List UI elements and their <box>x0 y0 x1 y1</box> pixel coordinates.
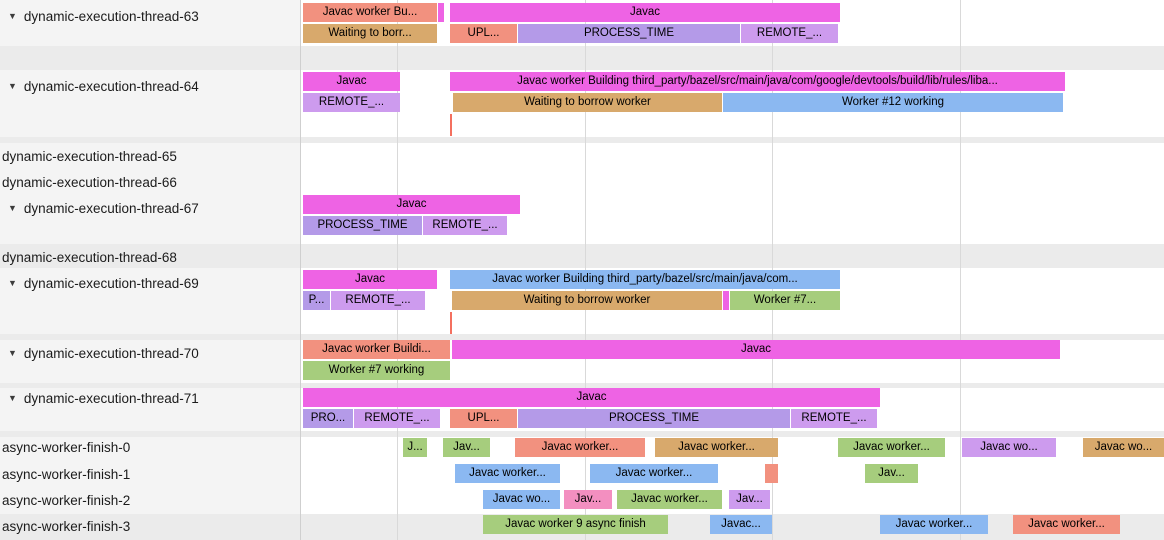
trace-slice[interactable]: Javac worker... <box>880 515 988 534</box>
trace-slice[interactable]: Javac worker... <box>515 438 645 457</box>
trace-slice[interactable]: Javac worker... <box>838 438 945 457</box>
instant-tick[interactable] <box>450 312 452 334</box>
collapse-triangle-icon[interactable]: ▼ <box>8 11 17 21</box>
collapse-triangle-icon[interactable]: ▼ <box>8 81 17 91</box>
trace-slice[interactable]: Javac worker... <box>590 464 718 483</box>
row-band <box>0 431 1164 437</box>
trace-slice[interactable]: Javac worker... <box>1013 515 1120 534</box>
trace-slice[interactable]: Javac <box>452 340 1060 359</box>
trace-slice[interactable] <box>723 291 729 310</box>
thread-label: dynamic-execution-thread-64 <box>23 78 199 94</box>
thread-label: async-worker-finish-1 <box>2 466 131 482</box>
trace-slice[interactable]: Javac worker Buildi... <box>303 340 450 359</box>
thread-label: dynamic-execution-thread-71 <box>23 390 199 406</box>
thread-label-row: dynamic-execution-thread-66 <box>2 172 177 192</box>
thread-label-row: async-worker-finish-0 <box>2 437 130 457</box>
trace-slice[interactable]: Jav... <box>729 490 770 509</box>
thread-label: dynamic-execution-thread-66 <box>2 174 177 190</box>
trace-slice[interactable]: J... <box>403 438 427 457</box>
row-band <box>0 46 1164 70</box>
trace-slice[interactable]: Jav... <box>564 490 612 509</box>
trace-slice[interactable]: PROCESS_TIME <box>518 409 790 428</box>
trace-slice[interactable]: Jav... <box>865 464 918 483</box>
thread-label-row[interactable]: ▼ dynamic-execution-thread-63 <box>8 6 199 26</box>
trace-slice[interactable]: REMOTE_... <box>331 291 425 310</box>
trace-slice[interactable]: UPL... <box>450 24 517 43</box>
time-gridline <box>960 0 961 540</box>
trace-slice[interactable]: Waiting to borrow worker <box>453 93 722 112</box>
trace-slice[interactable]: P... <box>303 291 330 310</box>
instant-tick[interactable] <box>450 114 452 136</box>
thread-label-row[interactable]: ▼ dynamic-execution-thread-67 <box>8 198 199 218</box>
trace-slice[interactable] <box>765 464 778 483</box>
thread-label: async-worker-finish-3 <box>2 518 131 534</box>
row-band <box>0 383 1164 388</box>
trace-slice[interactable]: Javac wo... <box>962 438 1056 457</box>
trace-slice[interactable]: PROCESS_TIME <box>303 216 422 235</box>
trace-slice[interactable]: REMOTE_... <box>791 409 877 428</box>
trace-slice[interactable]: Waiting to borrow worker <box>452 291 722 310</box>
thread-label-row: async-worker-finish-3 <box>2 516 130 536</box>
thread-label-row[interactable]: ▼ dynamic-execution-thread-70 <box>8 343 199 363</box>
row-band <box>0 334 1164 340</box>
trace-slice[interactable]: Worker #7... <box>730 291 840 310</box>
trace-slice[interactable]: Jav... <box>443 438 490 457</box>
trace-slice[interactable]: REMOTE_... <box>741 24 838 43</box>
trace-slice[interactable]: REMOTE_... <box>423 216 507 235</box>
collapse-triangle-icon[interactable]: ▼ <box>8 278 17 288</box>
trace-slice[interactable]: Javac <box>303 195 520 214</box>
thread-label-row[interactable]: ▼ dynamic-execution-thread-71 <box>8 388 199 408</box>
trace-slice[interactable]: REMOTE_... <box>354 409 440 428</box>
thread-label-row: async-worker-finish-2 <box>2 490 130 510</box>
trace-slice[interactable]: REMOTE_... <box>303 93 400 112</box>
thread-label: dynamic-execution-thread-70 <box>23 345 199 361</box>
thread-label-row[interactable]: ▼ dynamic-execution-thread-69 <box>8 273 199 293</box>
trace-slice[interactable]: Javac... <box>710 515 772 534</box>
trace-slice[interactable]: UPL... <box>450 409 517 428</box>
collapse-triangle-icon[interactable]: ▼ <box>8 348 17 358</box>
thread-label: dynamic-execution-thread-68 <box>2 249 177 265</box>
trace-slice[interactable] <box>438 3 444 22</box>
thread-label: async-worker-finish-2 <box>2 492 131 508</box>
thread-label: dynamic-execution-thread-67 <box>23 200 199 216</box>
thread-label: dynamic-execution-thread-65 <box>2 148 177 164</box>
trace-slice[interactable]: Javac <box>303 72 400 91</box>
collapse-triangle-icon[interactable]: ▼ <box>8 393 17 403</box>
thread-label: dynamic-execution-thread-63 <box>23 8 199 24</box>
thread-label-row: async-worker-finish-1 <box>2 464 130 484</box>
trace-slice[interactable]: Javac worker... <box>455 464 560 483</box>
trace-slice[interactable]: Javac worker Building third_party/bazel/… <box>450 72 1065 91</box>
trace-slice[interactable]: PROCESS_TIME <box>518 24 740 43</box>
trace-slice[interactable]: Javac worker 9 async finish <box>483 515 668 534</box>
trace-slice[interactable]: Javac wo... <box>1083 438 1164 457</box>
label-column-bg <box>0 0 300 540</box>
thread-label-row[interactable]: ▼ dynamic-execution-thread-64 <box>8 76 199 96</box>
trace-slice[interactable]: PRO... <box>303 409 353 428</box>
thread-label-row: dynamic-execution-thread-68 <box>2 247 177 267</box>
row-band <box>0 137 1164 143</box>
trace-slice[interactable]: Javac <box>303 270 437 289</box>
trace-slice[interactable]: Javac <box>450 3 840 22</box>
trace-slice[interactable]: Worker #7 working <box>303 361 450 380</box>
trace-slice[interactable]: Javac worker Building third_party/bazel/… <box>450 270 840 289</box>
trace-slice[interactable]: Javac <box>303 388 880 407</box>
trace-slice[interactable]: Javac worker... <box>617 490 722 509</box>
thread-label: dynamic-execution-thread-69 <box>23 275 199 291</box>
collapse-triangle-icon[interactable]: ▼ <box>8 203 17 213</box>
thread-label: async-worker-finish-0 <box>2 439 131 455</box>
trace-slice[interactable]: Javac worker... <box>655 438 778 457</box>
trace-slice[interactable]: Javac worker Bu... <box>303 3 437 22</box>
trace-slice[interactable]: Javac wo... <box>483 490 560 509</box>
panel-divider <box>300 0 301 540</box>
trace-slice[interactable]: Waiting to borr... <box>303 24 437 43</box>
thread-label-row: dynamic-execution-thread-65 <box>2 146 177 166</box>
row-band <box>0 244 1164 268</box>
trace-slice[interactable]: Worker #12 working <box>723 93 1063 112</box>
